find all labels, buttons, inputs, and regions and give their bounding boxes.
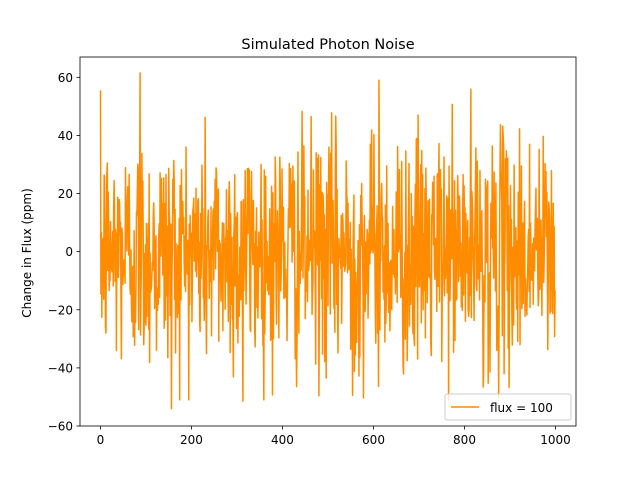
legend-label: flux = 100 [490, 401, 553, 415]
y-tick-label: 60 [58, 71, 73, 85]
y-tick-label: −40 [48, 361, 73, 375]
x-tick-label: 0 [97, 433, 105, 447]
y-tick-label: −20 [48, 303, 73, 317]
y-axis-label: Change in Flux (ppm) [20, 188, 34, 318]
legend-box [444, 393, 572, 421]
x-tick-label: 1000 [540, 433, 571, 447]
axes: 0 200 400 600 800 1000 −60 −40 −20 0 20 40 60 [48, 56, 577, 447]
x-tick-label: 200 [180, 433, 203, 447]
x-tick-label: 800 [453, 433, 476, 447]
y-tick-label: 20 [58, 187, 73, 201]
y-tick-label: −60 [48, 420, 73, 434]
plot-frame [79, 56, 577, 427]
y-tick-label: 40 [58, 129, 73, 143]
series-line-flux-100 [99, 72, 556, 410]
x-tick-label: 600 [362, 433, 385, 447]
plot-area [99, 72, 556, 410]
chart-title: Simulated Photon Noise [241, 37, 414, 53]
legend: flux = 100 [444, 393, 572, 421]
y-tick-label: 0 [65, 245, 73, 259]
x-tick-label: 400 [271, 433, 294, 447]
